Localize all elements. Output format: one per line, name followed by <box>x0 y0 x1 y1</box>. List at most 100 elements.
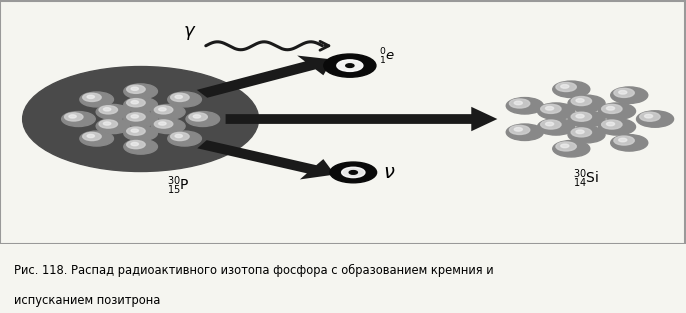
Text: испусканием позитрона: испусканием позитрона <box>14 294 160 307</box>
Circle shape <box>568 126 605 143</box>
Circle shape <box>619 138 627 142</box>
Circle shape <box>576 99 584 102</box>
Circle shape <box>171 132 189 141</box>
Circle shape <box>123 111 158 126</box>
Circle shape <box>154 120 173 128</box>
Circle shape <box>598 103 635 120</box>
Circle shape <box>96 119 130 134</box>
Circle shape <box>510 99 530 108</box>
Circle shape <box>342 167 365 177</box>
Circle shape <box>168 131 202 146</box>
Circle shape <box>131 100 139 104</box>
Circle shape <box>619 90 627 94</box>
Circle shape <box>193 115 200 118</box>
Circle shape <box>69 115 76 118</box>
Circle shape <box>99 106 117 114</box>
Circle shape <box>598 119 635 135</box>
Circle shape <box>80 92 113 107</box>
Circle shape <box>152 105 185 119</box>
Circle shape <box>168 92 202 107</box>
Circle shape <box>87 95 95 99</box>
Circle shape <box>606 106 615 110</box>
Text: Рис. 118. Распад радиоактивного изотопа фосфора с образованием кремния и: Рис. 118. Распад радиоактивного изотопа … <box>14 264 493 276</box>
Text: $^{30}_{15}$P: $^{30}_{15}$P <box>167 174 190 197</box>
Circle shape <box>602 120 622 129</box>
Circle shape <box>83 132 102 141</box>
Text: $\nu$: $\nu$ <box>383 163 396 182</box>
Circle shape <box>541 120 561 129</box>
Circle shape <box>64 113 83 121</box>
Text: $^{0}_{1}e$: $^{0}_{1}e$ <box>379 47 394 67</box>
Circle shape <box>123 126 158 141</box>
Circle shape <box>131 129 139 132</box>
Circle shape <box>553 141 590 157</box>
Circle shape <box>158 108 166 111</box>
Text: $\gamma$: $\gamma$ <box>183 24 197 42</box>
Circle shape <box>514 101 522 105</box>
Circle shape <box>123 97 158 112</box>
Circle shape <box>556 142 576 151</box>
Circle shape <box>545 106 554 110</box>
Circle shape <box>637 111 674 127</box>
Circle shape <box>571 96 591 105</box>
Circle shape <box>538 119 575 135</box>
Circle shape <box>80 131 113 146</box>
Circle shape <box>171 93 189 101</box>
Circle shape <box>614 136 635 145</box>
Circle shape <box>123 84 158 99</box>
Circle shape <box>506 98 543 114</box>
Circle shape <box>131 142 139 146</box>
FancyArrow shape <box>226 107 497 131</box>
Circle shape <box>83 93 102 101</box>
Circle shape <box>514 128 522 131</box>
Circle shape <box>23 67 259 172</box>
Circle shape <box>510 126 530 135</box>
Circle shape <box>346 64 354 67</box>
Circle shape <box>541 104 561 113</box>
Circle shape <box>602 104 622 113</box>
FancyArrow shape <box>198 140 335 179</box>
Circle shape <box>99 120 117 128</box>
Circle shape <box>611 87 648 103</box>
Circle shape <box>127 127 145 135</box>
Circle shape <box>349 171 357 174</box>
Circle shape <box>645 114 652 118</box>
Circle shape <box>154 106 173 114</box>
Circle shape <box>127 99 145 107</box>
Circle shape <box>127 141 145 149</box>
Circle shape <box>62 111 95 126</box>
Circle shape <box>324 54 376 77</box>
Circle shape <box>606 122 615 126</box>
Circle shape <box>186 111 220 126</box>
Circle shape <box>553 81 590 98</box>
Circle shape <box>560 144 569 148</box>
Circle shape <box>189 113 207 121</box>
FancyArrow shape <box>197 55 333 98</box>
Circle shape <box>104 108 111 111</box>
Circle shape <box>614 88 635 97</box>
Circle shape <box>123 139 158 154</box>
Circle shape <box>175 95 182 99</box>
Circle shape <box>568 111 605 127</box>
Circle shape <box>330 162 377 183</box>
Circle shape <box>611 135 648 151</box>
Circle shape <box>127 85 145 93</box>
Circle shape <box>639 112 660 121</box>
Circle shape <box>545 122 554 126</box>
Circle shape <box>104 122 111 125</box>
Circle shape <box>131 87 139 90</box>
Circle shape <box>175 134 182 138</box>
Circle shape <box>576 130 584 134</box>
Circle shape <box>96 105 130 119</box>
Text: $^{30}_{14}$Si: $^{30}_{14}$Si <box>573 168 600 190</box>
Circle shape <box>568 95 605 112</box>
Circle shape <box>131 115 139 118</box>
Circle shape <box>560 85 569 88</box>
Circle shape <box>158 122 166 125</box>
Circle shape <box>576 114 584 118</box>
Circle shape <box>127 113 145 121</box>
Circle shape <box>538 103 575 120</box>
Circle shape <box>152 119 185 134</box>
Circle shape <box>337 60 363 71</box>
Circle shape <box>506 124 543 141</box>
